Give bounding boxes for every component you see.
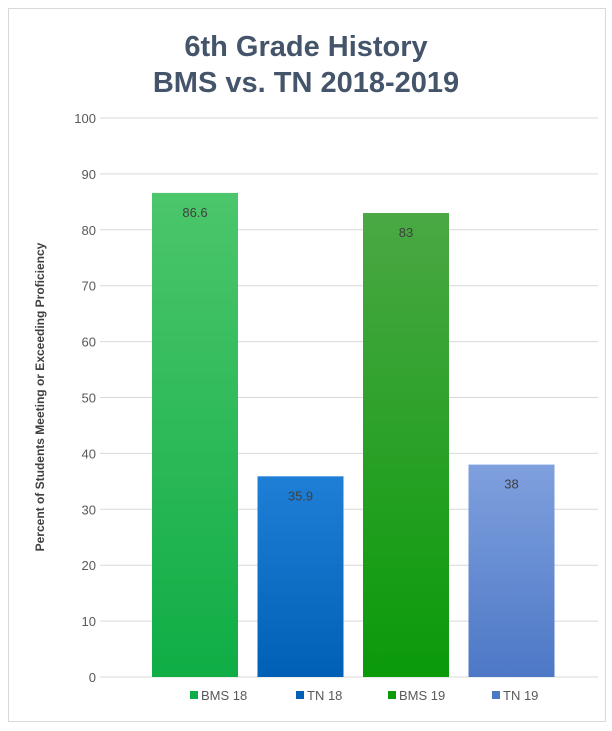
chart-title-line2: BMS vs. TN 2018-2019	[152, 67, 460, 99]
legend: BMS 18 TN 18 BMS 19 TN 19	[190, 688, 538, 703]
y-tick-label-50: 50	[82, 391, 96, 406]
data-label-tn-19: 38	[504, 477, 518, 492]
bar-bms-19	[363, 213, 449, 677]
y-tick-label-70: 70	[82, 279, 96, 294]
legend-swatch-tn-19	[492, 691, 500, 699]
y-tick-label-100: 100	[74, 111, 96, 126]
y-tick-label-20: 20	[82, 558, 96, 573]
bars	[152, 192, 555, 677]
y-tick-label-40: 40	[82, 446, 96, 461]
legend-label-tn-18: TN 18	[307, 688, 342, 703]
y-tick-label-80: 80	[82, 223, 96, 238]
y-tick-label-10: 10	[82, 614, 96, 629]
y-tick-label-90: 90	[82, 167, 96, 182]
bar-tn-19	[468, 464, 555, 677]
data-label-bms-19: 83	[399, 225, 413, 240]
data-label-bms-18: 86.6	[182, 205, 207, 220]
y-axis-label: Percent of Students Meeting or Exceeding…	[33, 242, 47, 551]
y-axis-ticks: 0 10 20 30 40 50 60 70 80 90 100	[74, 111, 96, 685]
data-labels: 86.6 35.9 83 38	[182, 205, 518, 503]
legend-swatch-bms-18	[190, 691, 198, 699]
y-tick-label-60: 60	[82, 335, 96, 350]
legend-label-bms-19: BMS 19	[399, 688, 445, 703]
y-tick-label-30: 30	[82, 502, 96, 517]
y-tick-label-0: 0	[89, 670, 96, 685]
data-label-tn-18: 35.9	[288, 488, 313, 503]
legend-label-tn-19: TN 19	[503, 688, 538, 703]
legend-swatch-tn-18	[296, 691, 304, 699]
legend-label-bms-18: BMS 18	[201, 688, 247, 703]
bar-bms-18	[152, 192, 238, 677]
legend-swatch-bms-19	[388, 691, 396, 699]
bar-tn-18	[257, 476, 344, 677]
chart-title-line1: 6th Grade History	[184, 31, 428, 63]
